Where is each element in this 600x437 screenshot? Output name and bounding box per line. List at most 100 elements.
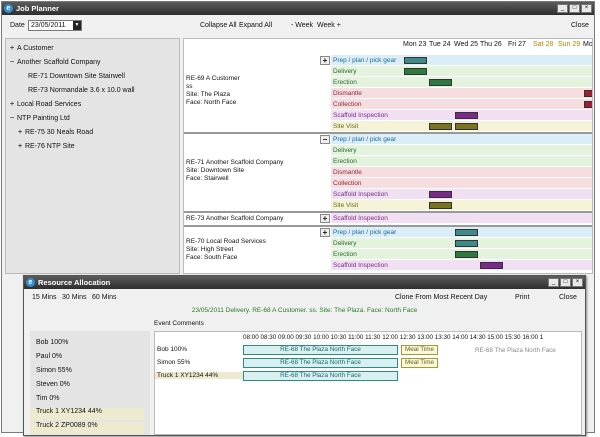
event-bar[interactable] xyxy=(404,68,427,75)
event-bar[interactable] xyxy=(455,123,478,130)
schedule-grid: 08:00 08:30 09:00 09:30 10:00 10:30 11:0… xyxy=(154,331,582,435)
expand-icon[interactable]: + xyxy=(10,101,15,108)
event-row[interactable]: Prep / plan / pick gear xyxy=(331,55,592,66)
app-logo-icon: e xyxy=(4,4,13,13)
row-label: Truck 1 XY1234 44% xyxy=(155,372,243,379)
planner-grid: Mon 23 Tue 24 Wed 25 Thu 26 Fri 27 Sat 2… xyxy=(183,38,593,274)
day-header: Fri 27 xyxy=(508,41,526,48)
job-info: RE-73 Another Scaffold Company xyxy=(186,215,284,222)
event-row[interactable]: Collection xyxy=(331,99,592,110)
event-row[interactable]: Scaffold Inspection xyxy=(331,189,592,200)
next-week-button[interactable]: Week + xyxy=(317,22,341,29)
event-bar[interactable] xyxy=(480,262,503,269)
row-label: Bob 100% xyxy=(157,346,187,353)
collapse-icon[interactable]: − xyxy=(10,115,15,122)
event-row[interactable]: Scaffold Inspection xyxy=(331,213,592,224)
event-row[interactable]: Delivery xyxy=(331,145,592,156)
close-button[interactable]: Close xyxy=(571,22,589,29)
day-header: Sat 28 xyxy=(533,41,554,48)
expand-icon[interactable]: + xyxy=(18,129,23,136)
event-row[interactable]: Site Visit xyxy=(331,200,592,211)
meal-bar[interactable]: Meal Time xyxy=(401,345,438,355)
day-header: Mo xyxy=(583,41,593,48)
event-bar[interactable] xyxy=(584,101,592,108)
customer-tree: + A Customer − Another Scaffold Company RE… xyxy=(5,38,180,274)
date-picker[interactable]: 23/05/2011 ▼ xyxy=(28,20,82,31)
tree-item[interactable]: + RE-76 NTP Site xyxy=(18,143,75,150)
event-row[interactable]: Prep / plan / pick gear xyxy=(331,134,592,145)
list-item[interactable]: Steven 0% xyxy=(36,381,70,388)
event-bar[interactable] xyxy=(455,251,478,258)
tree-item[interactable]: + A Customer xyxy=(10,45,54,52)
day-header: Mon 23 xyxy=(403,41,427,48)
date-value: 23/05/2011 xyxy=(31,22,66,29)
booking-bar[interactable]: RE-68 The Plaza North Face xyxy=(243,371,398,381)
minimize-icon[interactable]: _ xyxy=(548,278,559,287)
event-bar[interactable] xyxy=(584,90,592,97)
interval-60-button[interactable]: 60 Mins xyxy=(92,294,117,301)
list-item[interactable]: Tim 0% xyxy=(36,395,60,402)
collapse-icon[interactable]: − xyxy=(10,59,15,66)
event-bar[interactable] xyxy=(429,79,452,86)
maximize-icon[interactable]: □ xyxy=(560,278,571,287)
print-button[interactable]: Print xyxy=(515,294,530,301)
booking-bar[interactable]: RE-68 The Plaza North Face xyxy=(243,345,398,355)
meal-bar[interactable]: Meal Time xyxy=(401,358,438,368)
collapse-all-button[interactable]: Collapse All xyxy=(200,22,237,29)
date-label: Date xyxy=(10,22,25,29)
expand-all-button[interactable]: Expand All xyxy=(239,22,273,29)
event-row[interactable]: Erection xyxy=(331,156,592,167)
maximize-icon[interactable]: □ xyxy=(569,4,580,13)
list-item[interactable]: Truck 1 XY1234 44% xyxy=(30,408,144,420)
tree-item[interactable]: − NTP Painting Ltd xyxy=(10,115,70,122)
close-window-icon[interactable]: × xyxy=(581,4,592,13)
app-logo-icon: e xyxy=(26,278,35,287)
clone-button[interactable]: Clone From Most Recent Day xyxy=(395,294,488,301)
planner-window-controls: _ □ × xyxy=(557,4,592,13)
list-item[interactable]: Truck 2 ZP0089 0% xyxy=(30,422,144,434)
expand-icon[interactable]: + xyxy=(320,228,330,237)
minimize-icon[interactable]: _ xyxy=(557,4,568,13)
tree-item[interactable]: RE-71 Downtown Site Stairwell xyxy=(28,73,125,80)
expand-icon[interactable]: + xyxy=(320,214,330,223)
resource-allocation-window: e Resource Allocation _ □ × 15 Mins 30 M… xyxy=(23,275,586,436)
tree-item[interactable]: − Another Scaffold Company xyxy=(10,59,101,66)
booking-bar-faded[interactable]: RE-68 The Plaza North Face xyxy=(475,347,556,354)
tree-item[interactable]: + RE-75 30 Neals Road xyxy=(18,129,94,136)
list-item[interactable]: Bob 100% xyxy=(36,339,69,346)
event-bar[interactable] xyxy=(455,229,478,236)
job-info: RE-70 Local Road Services Site: High Str… xyxy=(186,238,266,261)
event-bar[interactable] xyxy=(404,57,427,64)
expand-icon[interactable]: + xyxy=(320,56,330,65)
expand-icon[interactable]: + xyxy=(10,45,15,52)
event-bar[interactable] xyxy=(455,112,478,119)
event-bar[interactable] xyxy=(429,202,452,209)
collapse-icon[interactable]: − xyxy=(320,135,330,144)
event-bar[interactable] xyxy=(429,123,452,130)
event-bar[interactable] xyxy=(429,191,452,198)
booking-bar[interactable]: RE-68 The Plaza North Face xyxy=(243,358,398,368)
tab-event-comments[interactable]: Event Comments xyxy=(154,320,204,327)
event-row[interactable]: Dismantle xyxy=(331,167,592,178)
planner-toolbar: Date 23/05/2011 ▼ Collapse All Expand Al… xyxy=(2,16,594,36)
event-row[interactable]: Dismantle xyxy=(331,88,592,99)
list-item[interactable]: Simon 55% xyxy=(36,367,72,374)
event-row[interactable]: Erection xyxy=(331,77,592,88)
event-row[interactable]: Collection xyxy=(331,178,592,189)
close-window-icon[interactable]: × xyxy=(572,278,583,287)
event-row[interactable]: Delivery xyxy=(331,66,592,77)
resource-title: Resource Allocation xyxy=(38,278,111,287)
prev-week-button[interactable]: - Week xyxy=(291,22,314,29)
chevron-down-icon[interactable]: ▼ xyxy=(73,21,81,30)
close-button[interactable]: Close xyxy=(559,294,577,301)
expand-icon[interactable]: + xyxy=(18,143,23,150)
hour-header: 08:00 08:30 09:00 09:30 10:00 10:30 11:0… xyxy=(243,334,544,341)
list-item[interactable]: Paul 0% xyxy=(36,353,63,360)
tree-item[interactable]: RE-73 Normandale 3.6 x 10.0 wall xyxy=(28,87,135,94)
event-row[interactable]: Scaffold Inspection xyxy=(331,260,592,271)
interval-30-button[interactable]: 30 Mins xyxy=(62,294,87,301)
tree-item[interactable]: + Local Road Services xyxy=(10,101,82,108)
interval-15-button[interactable]: 15 Mins xyxy=(32,294,57,301)
job-info: RE-69 A Customer ss Site: The Plaza Face… xyxy=(186,75,240,106)
event-bar[interactable] xyxy=(455,240,478,247)
